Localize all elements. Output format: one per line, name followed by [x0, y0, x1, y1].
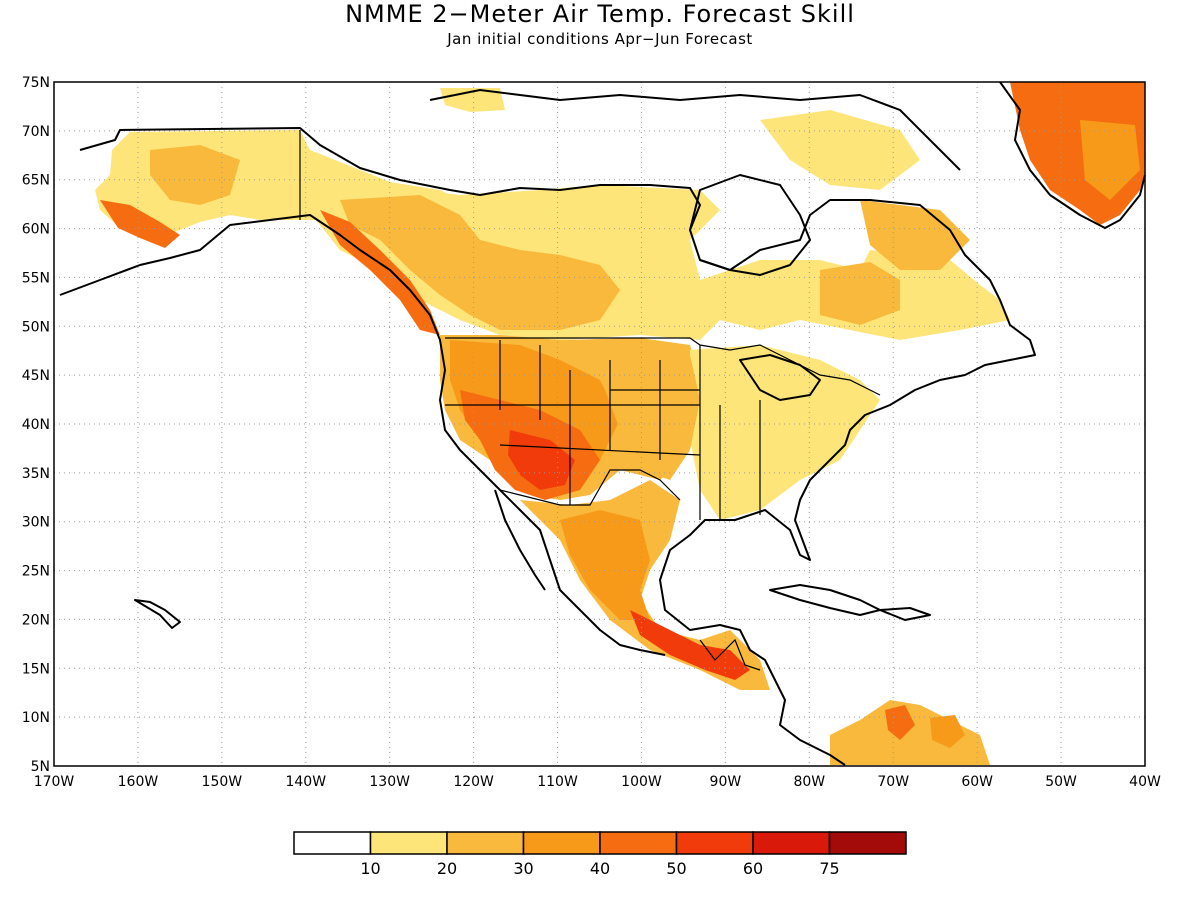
coastline-west [59, 214, 666, 656]
longitude-tick-label: 50W [1045, 774, 1077, 790]
skill-region-central-america [630, 610, 750, 680]
legend-label: 40 [590, 859, 610, 878]
skill-region-venezuela [885, 705, 915, 740]
longitude-axis-labels: 170W 160W 150W 140W 130W 120W 110W 100W 90W 80W 70… [34, 774, 1161, 790]
latitude-tick-label: 55N [22, 270, 50, 286]
border-central-america [699, 638, 761, 671]
coastlines [59, 81, 1146, 766]
map-plot-area [53, 81, 1146, 767]
border-us-states [445, 340, 761, 520]
map-frame [53, 81, 1146, 767]
longitude-tick-label: 90W [710, 774, 742, 790]
longitude-tick-label: 100W [621, 774, 662, 790]
latitude-tick-label: 20N [22, 612, 50, 628]
coastline-north-america [79, 127, 1036, 766]
skill-region-central-us [690, 345, 880, 520]
longitude-tick-label: 60W [961, 774, 993, 790]
latitude-tick-label: 5N [31, 759, 50, 775]
skill-region-southwest-core [508, 430, 575, 490]
skill-region-guiana [930, 715, 965, 748]
legend-swatch [293, 831, 372, 855]
latitude-tick-label: 40N [22, 417, 50, 433]
longitude-tick-label: 40W [1129, 774, 1161, 790]
legend-swatch [828, 831, 907, 855]
skill-region-south-america [830, 700, 990, 765]
coastline-baja [494, 489, 546, 591]
latitude-tick-label: 50N [22, 319, 50, 335]
longitude-tick-label: 150W [202, 774, 243, 790]
legend-label: 30 [513, 859, 533, 878]
latitude-tick-label: 35N [22, 466, 50, 482]
legend-label: 20 [437, 859, 457, 878]
border-us-canada [445, 337, 881, 396]
latitude-tick-label: 45N [22, 368, 50, 384]
coastline-arctic [429, 89, 961, 171]
legend-label: 50 [666, 859, 686, 878]
legend-label: 75 [819, 859, 839, 878]
longitude-tick-label: 130W [369, 774, 410, 790]
coastline-hudson-bay [689, 174, 811, 276]
latitude-tick-label: 65N [22, 173, 50, 189]
coastline-hispaniola [879, 607, 931, 621]
longitude-tick-label: 170W [34, 774, 75, 790]
latitude-axis-labels: 75N 70N 65N 60N 55N 50N 45N 40N 35N 30N 25N 20N 15N 1… [22, 75, 50, 775]
legend-swatch [599, 831, 678, 855]
legend-label: 60 [743, 859, 763, 878]
legend-swatch [369, 831, 448, 855]
longitude-tick-label: 160W [118, 774, 159, 790]
latitude-tick-label: 30N [22, 515, 50, 531]
legend-swatch [446, 831, 525, 855]
color-legend: 10 20 30 40 50 60 75 [293, 831, 907, 878]
longitude-tick-label: 80W [793, 774, 825, 790]
longitude-tick-label: 70W [877, 774, 909, 790]
longitude-tick-label: 140W [285, 774, 326, 790]
coastline-greenland [999, 81, 1146, 229]
map-gridlines [54, 82, 1145, 766]
legend-label: 10 [360, 859, 380, 878]
latitude-tick-label: 70N [22, 124, 50, 140]
skill-region-alaska-sw [100, 200, 180, 248]
border-us-mexico [499, 469, 681, 506]
latitude-tick-label: 25N [22, 564, 50, 580]
skill-region-plains [600, 355, 700, 480]
legend-swatch [522, 831, 601, 855]
political-borders [299, 130, 881, 671]
skill-region-mexico-mid [560, 510, 650, 620]
latitude-tick-label: 10N [22, 710, 50, 726]
coastline-great-lakes [739, 354, 821, 401]
latitude-tick-label: 75N [22, 75, 50, 91]
longitude-tick-label: 110W [537, 774, 578, 790]
latitude-tick-label: 15N [22, 661, 50, 677]
figure-title: NMME 2−Meter Air Temp. Forecast Skill [345, 0, 855, 28]
coastline-hawaii [134, 599, 181, 629]
figure-subtitle: Jan initial conditions Apr−Jun Forecast [446, 30, 753, 48]
longitude-tick-label: 120W [453, 774, 494, 790]
latitude-tick-label: 60N [22, 222, 50, 238]
skill-region-baffin [760, 110, 920, 190]
legend-swatch [752, 831, 831, 855]
skill-region-alaska-mid [150, 145, 240, 205]
legend-swatch [675, 831, 754, 855]
skill-region-labrador [860, 200, 970, 270]
